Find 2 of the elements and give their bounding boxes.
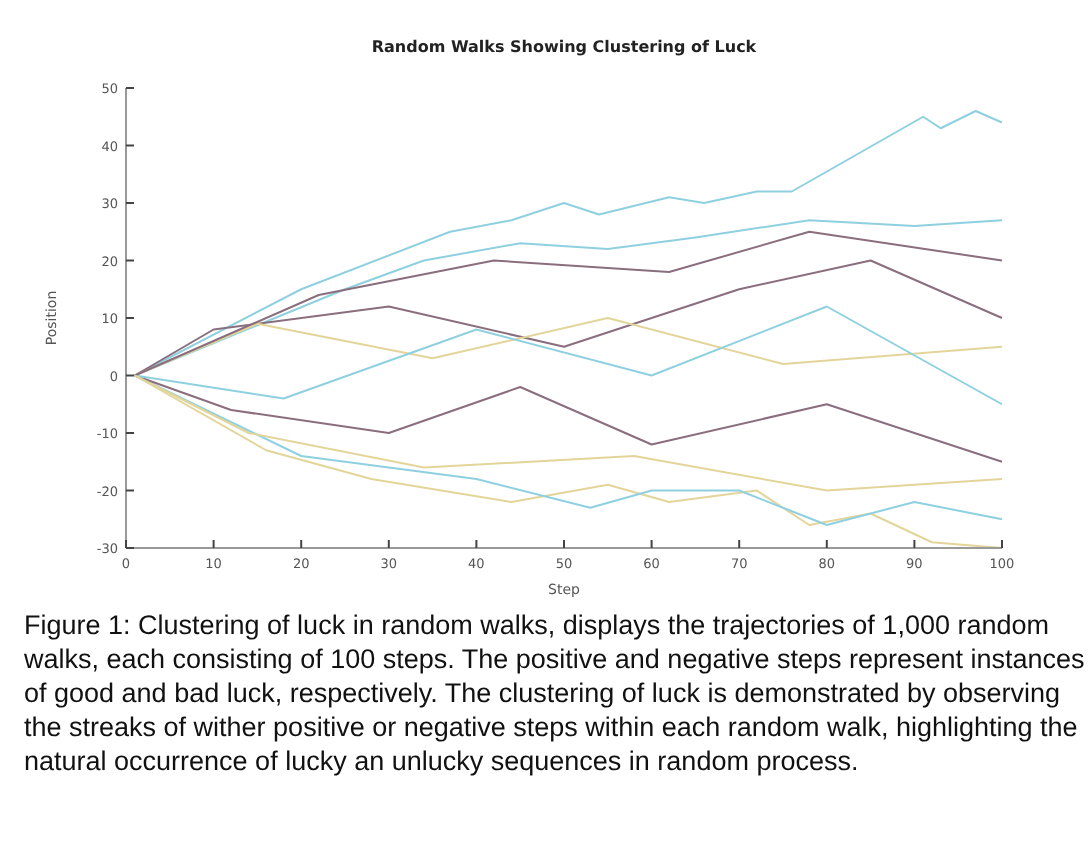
chart-title: Random Walks Showing Clustering of Luck <box>371 38 758 56</box>
caption: Figure 1: Clustering of luck in random walks, displays the trajectories of 1,000 random walks, each consisting of 100 steps. The positive and negative steps represent instances of good and bad luck, respectively. The clustering of luck is demonstrated by observing the streaks of wither positive or negative steps within each random walk, highlighting the natural occurrence of lucky an unlucky sequences in random process. <box>22 608 1087 778</box>
